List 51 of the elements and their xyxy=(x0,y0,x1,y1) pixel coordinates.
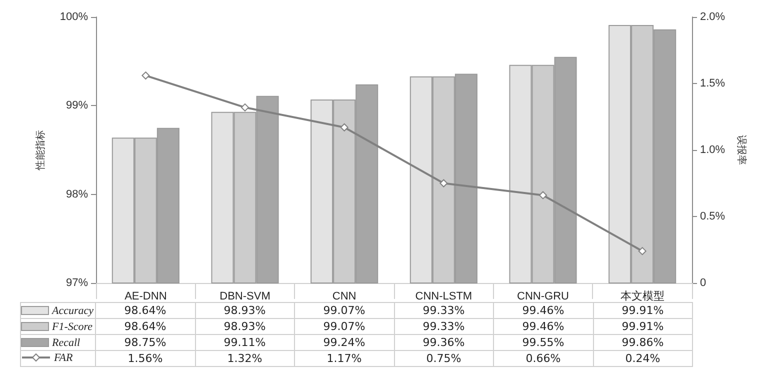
data-label: 99.24% xyxy=(294,334,394,350)
y-tick-label: 98% xyxy=(66,188,88,200)
data-label: 99.46% xyxy=(494,302,593,318)
data-label: 99.91% xyxy=(593,302,692,318)
data-label: 99.07% xyxy=(294,302,394,318)
data-label: 1.32% xyxy=(195,350,294,366)
y-tick-label: 99% xyxy=(66,100,88,112)
point xyxy=(142,72,150,80)
x-tick-label: CNN-LSTM xyxy=(415,290,472,302)
data-label: 0.24% xyxy=(593,350,692,366)
data-label: 99.11% xyxy=(195,334,294,350)
y2-tick-label: 1.5% xyxy=(700,78,726,90)
data-label: 99.91% xyxy=(593,318,692,334)
x-tick-label: AE-DNN xyxy=(124,290,167,302)
point xyxy=(440,179,448,188)
y2-tick-label: 0.5% xyxy=(700,210,726,222)
data-label: 99.86% xyxy=(593,334,692,350)
data-label: 99.46% xyxy=(494,318,593,334)
legend-label: Accuracy xyxy=(52,304,94,316)
y2-tick-label: 1.0% xyxy=(700,144,726,156)
point xyxy=(241,103,249,112)
data-label: 98.93% xyxy=(195,318,294,334)
data-label: 1.56% xyxy=(96,350,195,366)
legend-label: F1-Score xyxy=(52,320,93,332)
data-label: 99.55% xyxy=(494,334,593,350)
point xyxy=(340,123,348,132)
legend-label: Recall xyxy=(52,336,80,348)
data-label: 99.33% xyxy=(394,302,494,318)
y-axis-title: 性能指标 xyxy=(34,130,46,171)
x-tick-label: CNN xyxy=(332,290,356,302)
x-tick-label: DBN-SVM xyxy=(220,290,270,302)
data-label: 98.75% xyxy=(96,334,195,350)
data-label: 99.36% xyxy=(394,334,494,350)
data-label: 98.93% xyxy=(195,302,294,318)
y-tick-label: 100% xyxy=(60,11,88,23)
data-label: 0.66% xyxy=(494,350,593,366)
data-label: 99.07% xyxy=(294,318,394,334)
data-label: 0.75% xyxy=(394,350,494,366)
x-tick-label: 本文模型 xyxy=(620,290,664,302)
data-label: 99.33% xyxy=(394,318,494,334)
y2-tick-label: 2.0% xyxy=(700,11,726,23)
y2-axis-title: 误报率 xyxy=(736,135,748,165)
legend-label: FAR xyxy=(54,352,73,364)
data-label: 98.64% xyxy=(96,318,195,334)
data-label: 1.17% xyxy=(294,350,394,366)
y2-tick-label: 0 xyxy=(700,277,706,289)
point xyxy=(539,191,547,200)
point xyxy=(638,247,646,256)
x-tick-label: CNN-GRU xyxy=(517,290,570,302)
y-tick-label: 97% xyxy=(66,277,88,289)
data-label: 98.64% xyxy=(96,302,195,318)
